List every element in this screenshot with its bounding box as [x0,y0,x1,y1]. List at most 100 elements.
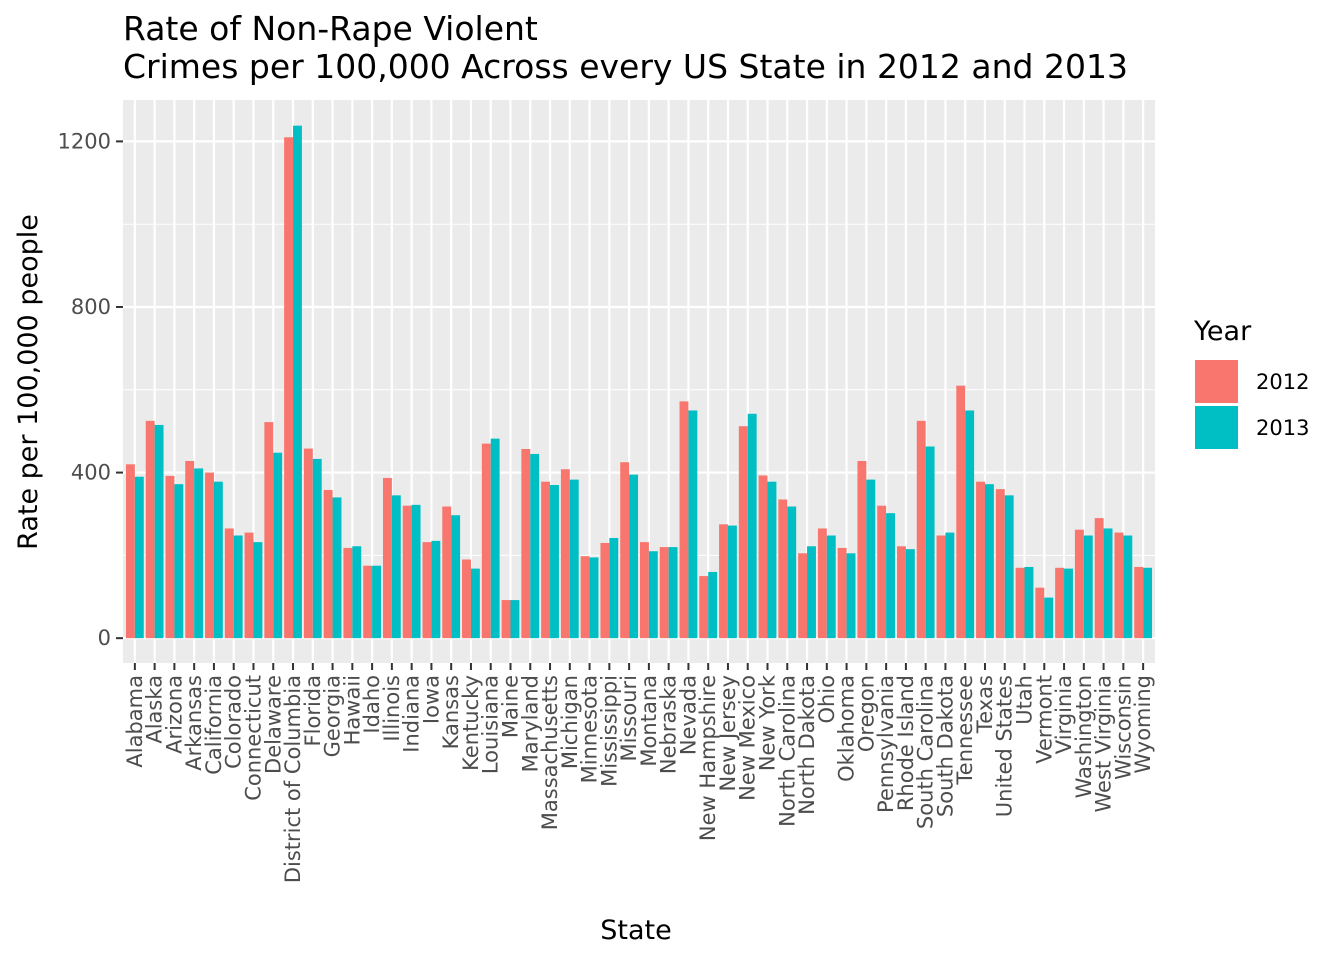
x-tick-label: Washington [1072,675,1096,798]
bar-2013-hawaii [352,546,362,639]
bar-2013-oregon [866,479,876,639]
bar-2012-maryland [521,448,531,639]
bar-2012-tennessee [956,385,966,639]
x-tick-label: Michigan [558,675,582,769]
x-tick-label: West Virginia [1092,675,1116,812]
x-tick-label: Rhode Island [894,675,918,811]
bar-2013-idaho [372,565,381,639]
bar-2013-colorado [233,535,243,639]
bar-2012-georgia [323,489,333,639]
bar-2013-rhode-island [905,549,915,639]
x-tick-label: Connecticut [241,675,265,801]
x-tick-label: Mississippi [597,675,621,787]
legend: Year 2012 2013 [1193,316,1309,449]
y-tick-label: 1200 [58,129,111,153]
x-axis: AlabamaAlaskaArizonaArkansasCaliforniaCo… [123,663,1155,883]
bar-2013-nebraska [668,547,678,639]
x-tick-label: Kentucky [459,675,483,771]
legend-label-2012: 2012 [1256,370,1309,394]
bar-2013-michigan [569,479,579,639]
x-tick-label: Alabama [123,675,147,768]
y-tick-label: 400 [71,461,111,485]
bar-2012-indiana [402,505,412,639]
x-tick-label: District of Columbia [281,675,305,883]
bar-2012-new-jersey [719,524,728,639]
y-axis: 0 400 800 1200 [58,129,123,650]
x-tick-label: South Carolina [914,675,938,829]
bar-2013-massachusetts [550,484,559,639]
bar-2012-vermont [1035,587,1045,639]
bar-2012-oregon [857,460,867,639]
x-tick-label: Kansas [439,675,463,749]
x-tick-label: Montana [637,675,661,767]
bars [125,125,1153,639]
bar-2013-delaware [273,452,283,639]
bar-2013-alabama [134,476,144,639]
x-tick-label: South Dakota [933,675,957,817]
bar-2012-arkansas [185,460,195,639]
x-tick-label: New Jersey [716,675,740,792]
bar-2013-west-virginia [1103,528,1113,639]
x-tick-label: Missouri [617,675,641,761]
bar-2012-maine [501,600,511,639]
x-tick-label: Minnesota [578,675,602,783]
bar-2012-florida [303,448,313,639]
bar-2012-pennsylvania [877,505,887,639]
chart-title-line-2: Crimes per 100,000 Across every US State… [123,47,1128,86]
bar-2013-arizona [174,484,184,639]
bar-2012-michigan [560,469,570,639]
bar-2012-nevada [679,401,689,639]
x-axis-title: State [600,915,671,946]
bar-2013-new-york [767,481,777,639]
x-tick-label: Texas [973,675,997,734]
bar-2013-virginia [1064,568,1073,639]
bar-2013-north-carolina [787,506,797,639]
x-tick-label: New Mexico [736,675,760,801]
bar-2013-texas [984,484,994,639]
x-tick-label: North Carolina [775,675,799,827]
x-tick-label: Maryland [518,675,542,772]
bar-2012-washington [1074,529,1084,639]
bar-2012-rhode-island [897,546,906,639]
y-axis-title: Rate per 100,000 people [13,214,44,550]
bar-2013-louisiana [490,438,500,639]
x-tick-label: Vermont [1032,675,1056,764]
bar-2013-district-of-columbia [293,125,302,639]
bar-2013-utah [1024,566,1034,639]
legend-key-2013 [1195,406,1238,449]
x-tick-label: New York [756,674,780,771]
x-tick-label: United States [993,675,1017,817]
bar-2013-new-mexico [747,413,757,639]
bar-2012-ohio [817,528,827,639]
x-tick-label: California [202,675,226,775]
bar-2013-minnesota [589,557,599,639]
bar-2012-iowa [422,542,432,639]
x-tick-label: Virginia [1052,675,1076,754]
bar-2012-north-dakota [798,553,808,639]
bar-2012-nebraska [659,547,669,639]
bar-2013-kansas [451,515,461,639]
bar-2012-south-carolina [916,420,926,639]
bar-2013-iowa [431,540,441,639]
chart-title-line-1: Rate of Non-Rape Violent [123,9,538,48]
bar-2012-new-mexico [738,426,748,639]
x-tick-label: Louisiana [479,675,503,774]
bar-2013-connecticut [253,542,263,639]
x-tick-label: Iowa [419,675,443,724]
bar-2012-kentucky [462,559,471,639]
bar-2012-texas [976,481,985,639]
bar-2012-united-states [995,489,1005,639]
bar-2013-nevada [688,410,698,639]
legend-key-2012 [1195,360,1238,403]
x-tick-label: Nebraska [657,675,681,774]
x-tick-label: Nevada [676,675,700,755]
bar-2013-pennsylvania [886,513,896,639]
bar-2013-arkansas [194,468,204,639]
bar-2012-virginia [1055,567,1065,639]
x-tick-label: Idaho [360,675,384,734]
bar-2012-west-virginia [1094,518,1104,639]
x-tick-label: New Hampshire [696,675,720,841]
x-tick-label: Tennessee [953,675,977,785]
bar-2013-georgia [332,497,342,639]
